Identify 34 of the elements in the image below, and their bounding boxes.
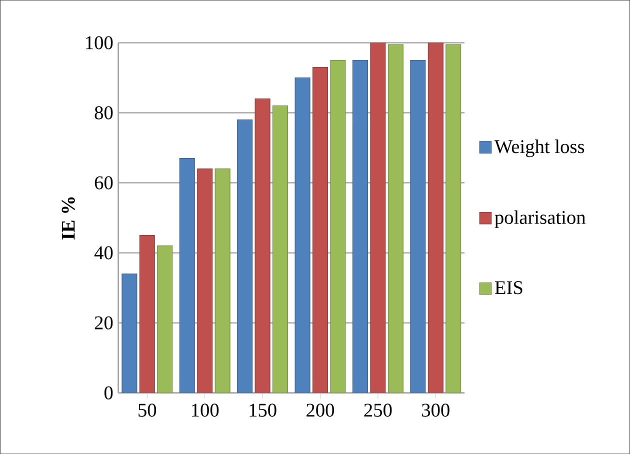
bar: [388, 44, 404, 393]
bar: [294, 77, 310, 393]
legend-label: polarisation: [494, 210, 586, 228]
bar: [179, 158, 195, 393]
bar: [410, 60, 426, 393]
x-tick-label: 150: [250, 404, 276, 417]
bar: [446, 44, 462, 393]
bar: [237, 119, 253, 393]
bar: [122, 274, 138, 393]
bar: [157, 245, 173, 393]
bar: [214, 168, 230, 393]
bar: [272, 105, 288, 393]
bar: [352, 60, 368, 393]
bar: [330, 60, 346, 393]
y-tick-label: 100: [86, 36, 113, 50]
bar: [312, 66, 328, 393]
bar: [139, 234, 155, 393]
bar: [254, 98, 270, 393]
y-tick-label: 80: [94, 106, 113, 120]
legend-label: Weight loss: [494, 139, 584, 158]
x-tick-label: 50: [138, 404, 156, 417]
legend-label: EIS: [494, 281, 522, 294]
x-tick-label: 250: [364, 404, 392, 417]
y-tick-label: 60: [94, 176, 113, 190]
y-axis-title: IE %: [62, 197, 75, 240]
x-tick-label: 200: [306, 404, 334, 417]
bar: [428, 42, 444, 393]
y-tick-label: 40: [94, 246, 113, 260]
x-tick-label: 300: [422, 404, 450, 417]
y-tick-label: 0: [104, 386, 113, 400]
bar: [197, 168, 213, 393]
x-tick-label: 100: [192, 404, 219, 417]
bar: [370, 42, 386, 393]
y-tick-label: 20: [94, 316, 113, 330]
